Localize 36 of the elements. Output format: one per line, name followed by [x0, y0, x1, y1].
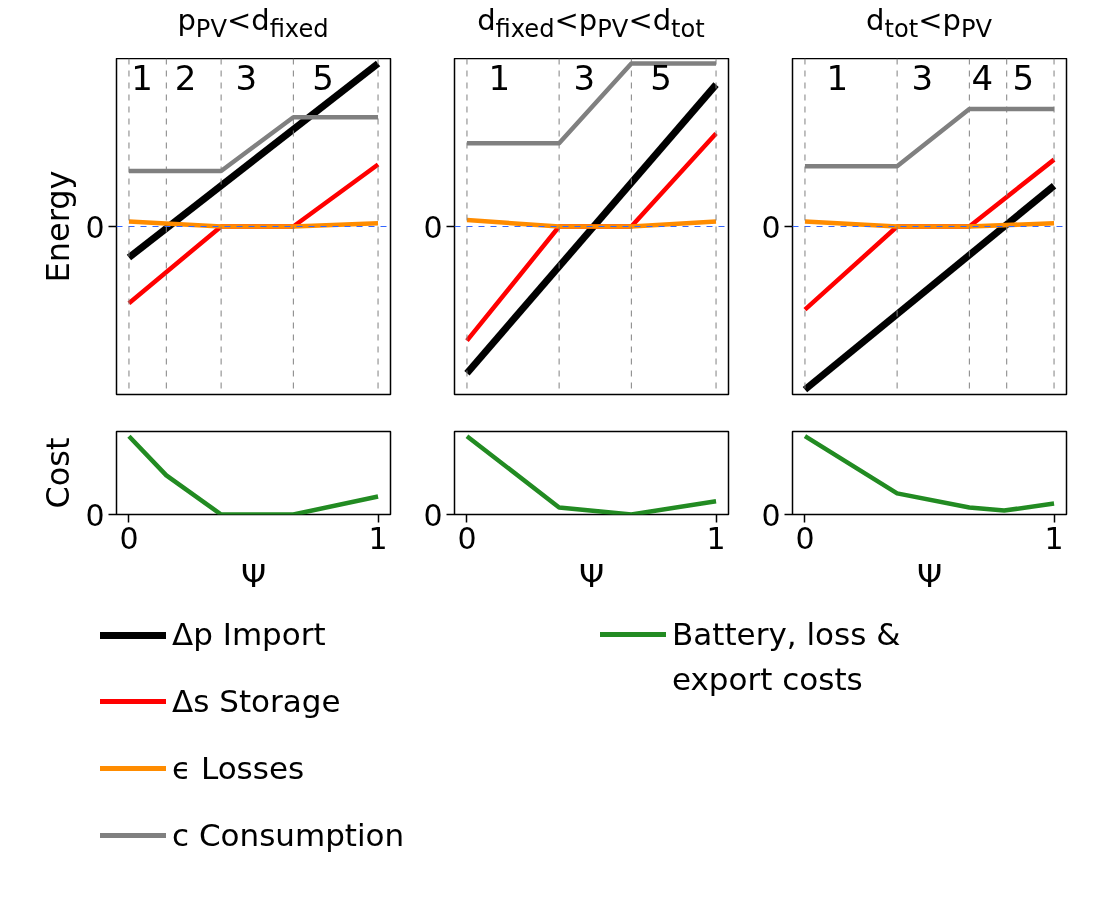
text: 4 [971, 57, 994, 98]
ref-line-label: 0 [423, 209, 443, 245]
x-tick-label: 1 [706, 520, 726, 556]
annotation: 5 [312, 57, 334, 98]
chart-title: p$_{PV}$<d$_{fixed}$ [176, 2, 330, 45]
text: 1 [826, 57, 849, 98]
annotation: 3 [573, 57, 596, 98]
chart-title: d$_{fixed}$<p$_{PV}$<d$_{tot}$ [476, 2, 706, 45]
annotation: 1 [131, 57, 153, 98]
legend-label: ϵ Losses [172, 749, 305, 788]
y-axis-title: Energy [39, 170, 78, 283]
y-axis-title: Cost [39, 437, 78, 509]
x-axis-title: Ψ [578, 556, 605, 595]
ref-line-label: 0 [85, 209, 105, 245]
legend-label: c Consumption [172, 816, 405, 855]
legend-label: Δs Storage [172, 682, 341, 721]
text: 0 [85, 497, 105, 533]
annotation: 2 [174, 57, 197, 98]
legend-label: Battery, loss & export costs [672, 615, 902, 699]
x-axis-title: Ψ [916, 556, 943, 595]
x-tick-label: 1 [1044, 520, 1064, 556]
chart-title: d$_{tot}$<p$_{PV}$ [865, 2, 993, 45]
annotation: 1 [488, 57, 511, 98]
annotation: 5 [650, 57, 672, 98]
x-tick-label: 1 [368, 520, 388, 556]
text: 3 [911, 57, 934, 98]
x-tick-label: 0 [795, 520, 815, 556]
x-tick-label: 0 [119, 520, 139, 556]
x-tick-label: 0 [457, 520, 477, 556]
text: 0 [761, 497, 781, 533]
legend-label: Δp Import [172, 615, 326, 654]
x-axis-title: Ψ [240, 556, 267, 595]
annotation: 3 [235, 57, 258, 98]
text: 5 [1012, 57, 1035, 98]
text: 0 [423, 497, 443, 533]
ref-line-label: 0 [761, 209, 781, 245]
